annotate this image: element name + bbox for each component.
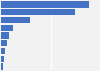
Bar — [1, 17, 30, 23]
Bar — [1, 40, 6, 46]
Bar — [1, 63, 2, 70]
Bar — [1, 1, 89, 8]
Bar — [1, 56, 4, 62]
Bar — [1, 9, 75, 15]
Bar — [1, 25, 13, 31]
Bar — [1, 32, 9, 39]
Bar — [1, 48, 5, 54]
